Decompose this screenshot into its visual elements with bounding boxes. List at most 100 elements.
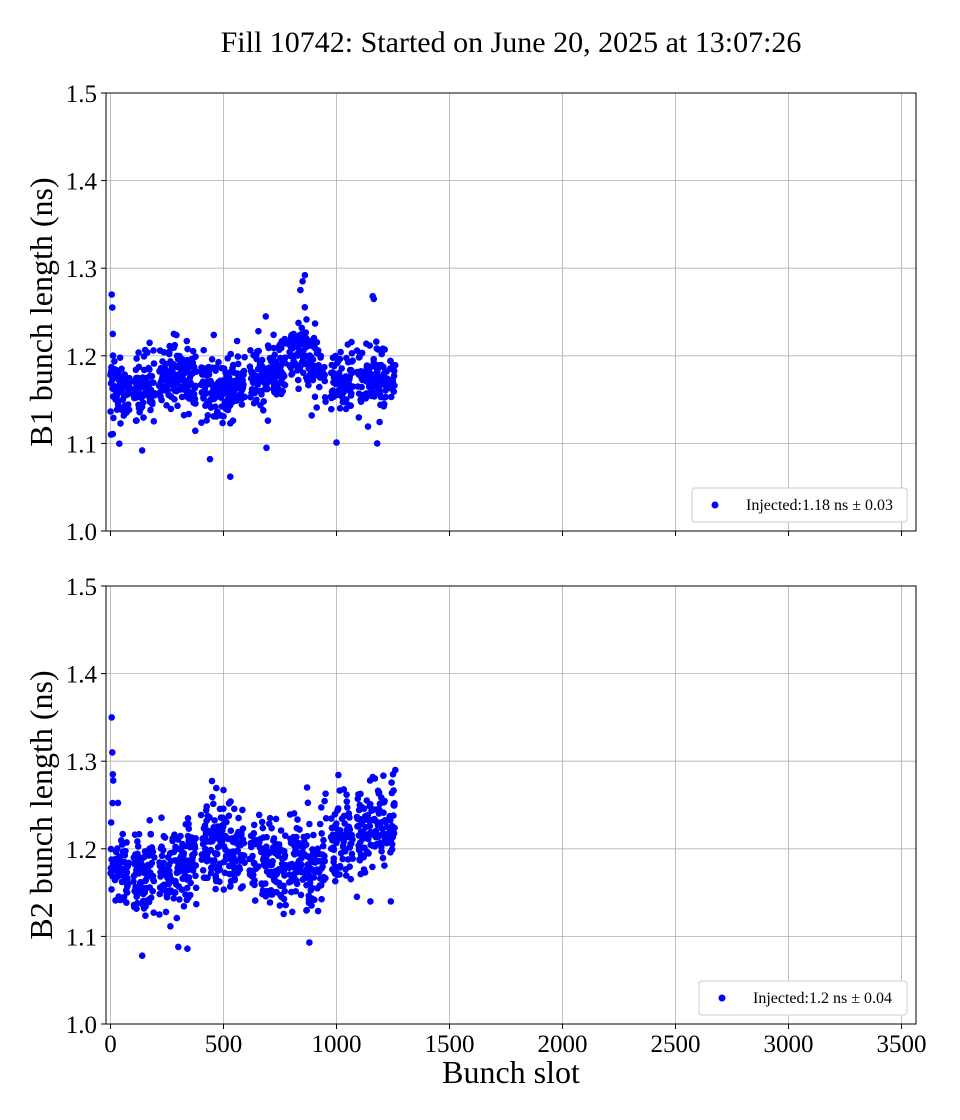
bottom-data-point (391, 800, 398, 807)
bottom-data-point (116, 853, 123, 860)
bottom-data-point (380, 809, 387, 816)
top-data-point (358, 383, 365, 391)
bottom-data-point (180, 849, 187, 857)
bottom-data-point (380, 772, 387, 779)
top-data-point (321, 377, 329, 385)
top-data-point (282, 354, 289, 362)
bottom-data-point (123, 869, 131, 876)
top-legend: Injected:1.18 ns ± 0.03 (691, 487, 908, 523)
top-yticks: 1.0 1.1 1.2 1.3 1.4 1.5 (66, 81, 106, 546)
bottom-data-point (156, 911, 163, 918)
top-data-point (321, 363, 328, 371)
bottom-data-point (388, 841, 396, 848)
bottom-data-point (187, 879, 194, 887)
bottom-data-point (192, 872, 199, 880)
top-data-point (309, 356, 317, 363)
bottom-xtick-label: 3500 (877, 1031, 927, 1058)
top-data-point (117, 420, 124, 427)
bottom-xtick-label: 2000 (538, 1031, 588, 1058)
top-data-point (348, 390, 355, 397)
top-data-point (247, 347, 254, 354)
top-data-point (118, 365, 125, 373)
top-data-point (290, 330, 298, 338)
top-data-point (258, 391, 265, 398)
bottom-data-point (251, 877, 258, 884)
bottom-data-point (160, 859, 167, 867)
bottom-data-point (334, 805, 342, 812)
top-data-point (116, 354, 124, 362)
bottom-data-point (231, 805, 238, 813)
top-data-point (253, 396, 260, 404)
top-data-point (302, 329, 310, 336)
top-data-point (229, 417, 237, 425)
top-data-point (150, 418, 158, 425)
bottom-data-point (119, 830, 126, 838)
bottom-data-point (319, 842, 327, 850)
bottom-data-point (171, 831, 178, 838)
bottom-data-point (372, 827, 380, 835)
top-data-point (150, 379, 157, 387)
top-data-point (171, 341, 179, 349)
bottom-data-point (336, 862, 344, 870)
bottom-data-point (321, 797, 328, 805)
top-ytick-label: 1.2 (66, 344, 97, 371)
top-data-point (241, 353, 248, 361)
bottom-data-point (149, 848, 157, 855)
top-data-point (303, 316, 310, 323)
top-data-point (260, 407, 267, 414)
top-data-point (107, 408, 114, 415)
bottom-data-point (184, 945, 191, 952)
bottom-data-point (293, 833, 300, 841)
bottom-data-point (216, 866, 223, 873)
bottom-data-point (306, 879, 314, 886)
top-data-point (317, 352, 325, 360)
top-data-point (148, 372, 156, 380)
top-data-point (390, 388, 398, 395)
bottom-data-point (308, 902, 315, 909)
top-data-point (206, 455, 214, 463)
top-data-point (219, 419, 226, 427)
top-data-point (391, 361, 399, 369)
bottom-data-point (124, 875, 131, 882)
bottom-data-point (322, 815, 330, 822)
bottom-data-point (114, 845, 121, 852)
top-data-point (279, 387, 287, 395)
bottom-ytick-label: 1.1 (66, 924, 97, 951)
bottom-data-point (209, 793, 216, 801)
bottom-data-point (341, 848, 349, 855)
bottom-data-point (158, 814, 165, 821)
bottom-data-point (281, 852, 289, 859)
top-data-point (167, 405, 175, 413)
bottom-data-point (387, 817, 394, 824)
bottom-data-point (185, 820, 192, 828)
top-data-point (240, 367, 248, 375)
bottom-xtick-label: 0 (104, 1031, 117, 1058)
top-data-point (204, 412, 212, 419)
bottom-data-point (314, 907, 322, 915)
bottom-data-point (320, 836, 327, 844)
top-data-point (233, 337, 241, 345)
bottom-data-point (178, 886, 186, 893)
top-data-point (150, 360, 158, 367)
bottom-data-point (336, 871, 343, 878)
bottom-data-point (241, 859, 248, 866)
top-data-point (174, 402, 181, 410)
top-data-point (374, 346, 382, 353)
top-data-point (381, 346, 389, 353)
bottom-data-point (225, 812, 233, 820)
top-data-point (134, 374, 142, 382)
bottom-data-point (227, 882, 234, 890)
bottom-data-point (150, 877, 158, 885)
bottom-data-point (357, 790, 364, 798)
top-data-point (364, 423, 372, 430)
bottom-data-point (156, 890, 163, 898)
bottom-data-point (185, 874, 193, 881)
top-ytick-label: 1.1 (66, 431, 97, 458)
top-data-point (185, 410, 192, 418)
top-data-point (240, 381, 247, 388)
bottom-data-point (280, 882, 287, 890)
bottom-data-point (390, 787, 397, 794)
top-data-point (171, 396, 178, 403)
bottom-data-point (197, 811, 205, 819)
bottom-data-point (259, 824, 267, 832)
